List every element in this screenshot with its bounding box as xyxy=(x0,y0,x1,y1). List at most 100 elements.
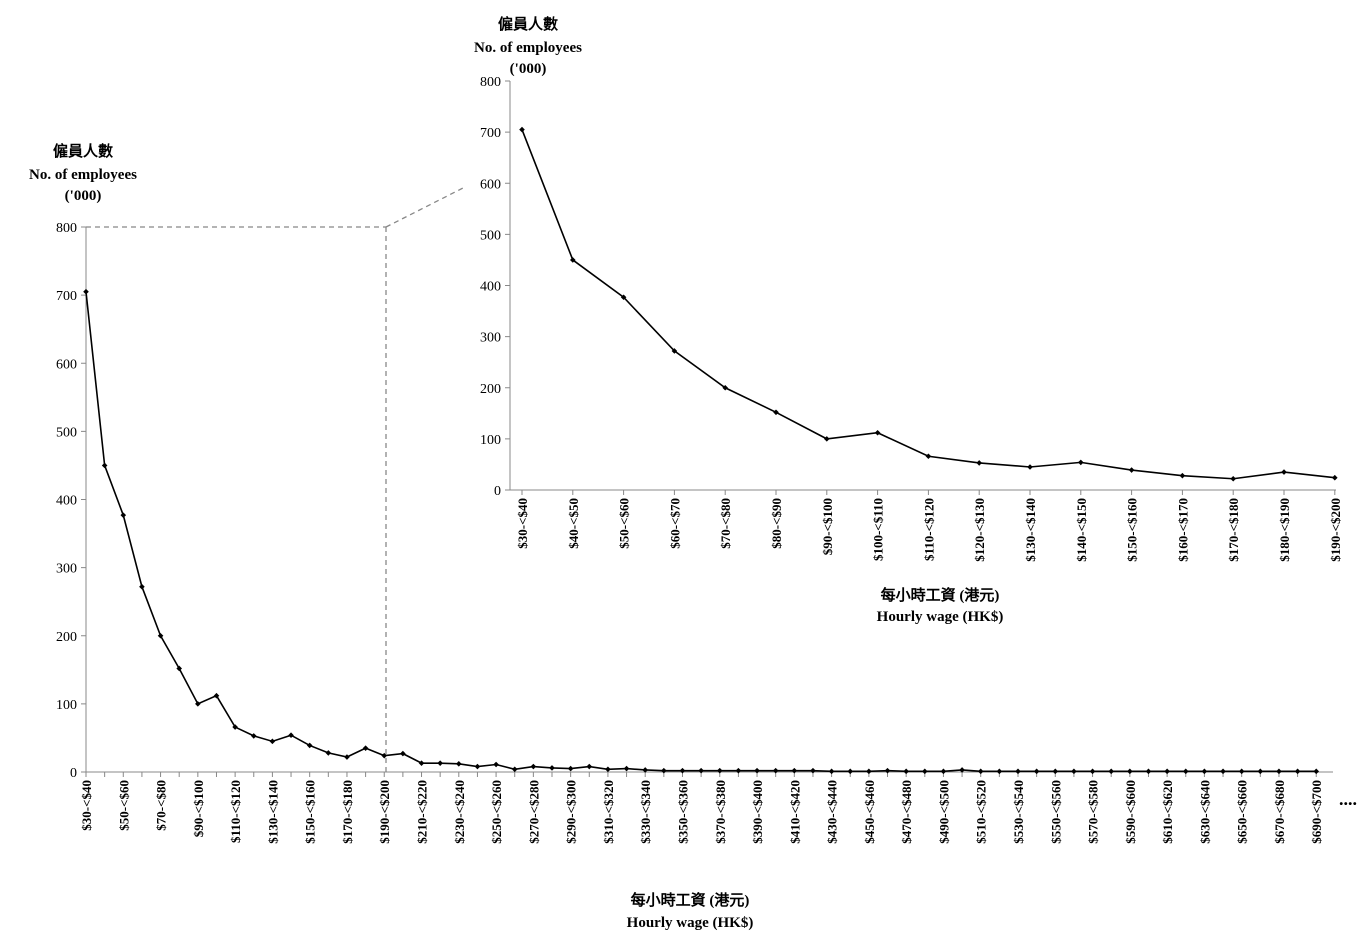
inset-ylabel-en: No. of employees xyxy=(474,40,582,56)
main-data-point xyxy=(679,767,686,774)
main-data-point xyxy=(456,761,462,767)
main-x-tick-label: $370-<$380 xyxy=(713,780,728,844)
main-x-tick-label: $250-<$260 xyxy=(489,780,504,844)
inset-x-tick-label: $140-<$150 xyxy=(1074,498,1089,562)
main-data-point xyxy=(83,288,89,295)
main-data-point xyxy=(139,583,145,590)
main-ylabel-en: No. of employees xyxy=(29,167,137,183)
main-x-tick-label: $470-<$480 xyxy=(899,780,914,844)
main-xlabel-en: Hourly wage (HK$) xyxy=(627,915,754,931)
main-x-tick-label: $670-<$680 xyxy=(1272,780,1287,844)
main-data-point xyxy=(1033,768,1040,775)
inset-ylabel-zh: 僱員人數 xyxy=(498,15,558,33)
main-data-point xyxy=(1145,768,1152,775)
main-data-point xyxy=(1164,768,1170,775)
main-data-point xyxy=(493,761,499,768)
main-data-point xyxy=(810,767,816,774)
inset-data-point xyxy=(1281,469,1287,475)
main-data-point xyxy=(157,632,164,639)
main-data-point xyxy=(120,512,127,518)
inset-data-point xyxy=(671,348,678,354)
main-data-point xyxy=(1294,768,1301,775)
main-data-point xyxy=(530,763,537,770)
inset-x-tick-label: $150-<$160 xyxy=(1125,498,1140,562)
main-y-tick-label: 500 xyxy=(56,425,77,440)
main-x-tick-label: $590-<$600 xyxy=(1123,780,1138,844)
main-data-point xyxy=(1071,768,1077,775)
inset-x-tick-label: $190-<$200 xyxy=(1328,498,1343,562)
main-data-point xyxy=(791,767,798,774)
main-data-point xyxy=(288,732,294,739)
inset-data-point xyxy=(1230,475,1236,482)
main-data-point xyxy=(474,763,481,770)
main-ylabel-unit: ('000) xyxy=(65,188,102,204)
inset-y-tick-label: 800 xyxy=(480,75,501,90)
main-data-point xyxy=(754,767,760,774)
main-data-point xyxy=(437,760,443,766)
main-data-point xyxy=(1108,768,1114,775)
main-x-tick-label: $230-<$240 xyxy=(452,780,467,844)
inset-x-tick-label: $120-<$130 xyxy=(972,498,987,562)
main-data-point xyxy=(716,767,723,774)
main-data-point xyxy=(1313,768,1320,775)
inset-y-tick-label: 0 xyxy=(494,484,501,499)
inset-data-point xyxy=(722,384,728,391)
main-data-point xyxy=(772,767,779,774)
main-data-point xyxy=(661,767,667,774)
main-x-tick-label: $490-<$500 xyxy=(936,780,951,844)
main-x-tick-label: $430-<$440 xyxy=(825,780,840,844)
main-data-point xyxy=(884,767,891,774)
main-data-point xyxy=(586,763,593,770)
main-x-tick-label: $190-<$200 xyxy=(377,780,392,844)
inset-series-line xyxy=(521,129,1335,480)
main-x-tick-label: $570-<$580 xyxy=(1086,780,1101,844)
inset-y-tick-label: 600 xyxy=(480,177,501,192)
inset-x-tick-label: $70-<$80 xyxy=(718,498,733,549)
main-data-point xyxy=(1052,768,1059,775)
main-data-point xyxy=(1276,768,1282,775)
inset-y-tick-label: 300 xyxy=(480,331,501,346)
main-data-point xyxy=(922,768,928,775)
main-x-tick-label: $450-<$460 xyxy=(862,780,877,844)
main-data-point xyxy=(847,768,854,775)
main-x-tick-label: $290-<$300 xyxy=(564,780,579,844)
main-data-point xyxy=(195,701,201,707)
inset-data-point xyxy=(620,294,627,301)
main-x-tick-label: $50-<$60 xyxy=(116,780,131,831)
main-y-tick-label: 100 xyxy=(56,698,77,713)
main-data-point xyxy=(1257,768,1264,775)
inset-xlabel-zh: 每小時工資 (港元) xyxy=(881,586,1000,604)
inset-data-point xyxy=(519,126,525,133)
inset-y-tick-label: 500 xyxy=(480,228,501,243)
main-data-point xyxy=(1127,768,1133,775)
inset-data-point xyxy=(773,409,779,416)
main-x-tick-label: $390-<$400 xyxy=(750,780,765,844)
inset-y-tick-label: 100 xyxy=(480,433,501,448)
main-y-tick-label: 600 xyxy=(56,357,77,372)
main-data-point xyxy=(1220,768,1226,775)
inset-data-point xyxy=(1332,474,1338,481)
inset-xlabel-en: Hourly wage (HK$) xyxy=(877,609,1004,625)
main-x-tick-label: $210-<$220 xyxy=(415,780,430,844)
main-data-point xyxy=(735,767,742,774)
main-data-point xyxy=(176,665,182,672)
inset-chart: 僱員人數 No. of employees ('000) 每小時工資 (港元) … xyxy=(474,15,1343,625)
main-y-tick-label: 200 xyxy=(56,630,77,645)
main-data-point xyxy=(213,692,220,699)
main-data-point xyxy=(642,767,648,773)
main-x-tick-label: $110-<$120 xyxy=(228,780,243,843)
inset-data-point xyxy=(1128,467,1135,473)
main-x-tick-label: $70-<$80 xyxy=(154,780,169,831)
main-x-tick-label: $330-<$340 xyxy=(638,780,653,844)
inset-x-tick-label: $90-<$100 xyxy=(820,498,835,555)
main-x-tick-label: $130-<$140 xyxy=(265,780,280,844)
main-x-tick-label: $690-<$700 xyxy=(1309,780,1324,844)
inset-data-point xyxy=(925,453,932,460)
main-data-point xyxy=(549,765,555,771)
main-xlabel-zh: 每小時工資 (港元) xyxy=(631,891,750,909)
inset-x-tick-label: $40-<$50 xyxy=(566,498,581,549)
main-data-point xyxy=(567,765,574,772)
inset-x-tick-label: $100-<$110 xyxy=(871,498,886,561)
inset-x-tick-label: $80-<$90 xyxy=(769,498,784,549)
